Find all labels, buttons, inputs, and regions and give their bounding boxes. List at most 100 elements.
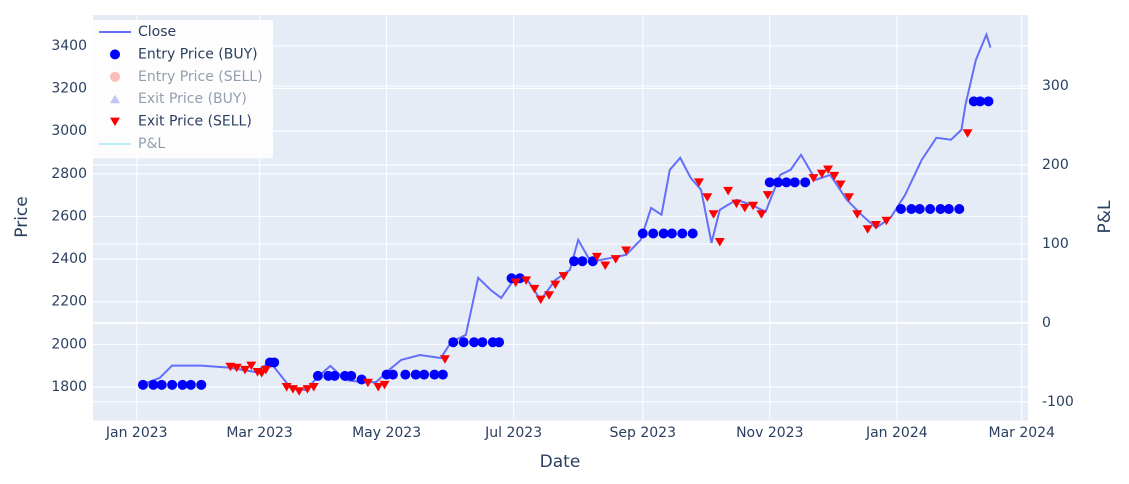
entry-marker	[687, 228, 698, 239]
exit-marker	[962, 129, 973, 138]
exit-marker	[748, 201, 759, 211]
entry-marker	[895, 203, 906, 214]
exit-marker	[693, 178, 704, 187]
exit-marker	[835, 180, 846, 189]
exit-marker	[281, 382, 292, 392]
exit-marker	[808, 174, 819, 183]
entry-marker	[914, 203, 925, 214]
exit-marker	[287, 385, 298, 394]
legend-label: Exit Price (BUY)	[138, 91, 247, 107]
exit-marker	[246, 361, 257, 371]
entry-marker	[356, 374, 367, 385]
exit-marker	[731, 199, 742, 209]
exit-marker	[302, 385, 313, 394]
y-tick-label: 2600	[51, 208, 87, 224]
entry-marker	[677, 228, 688, 239]
entry-marker	[185, 379, 196, 390]
entry-marker	[935, 203, 946, 214]
entry-marker	[312, 370, 323, 381]
entry-marker	[648, 228, 659, 239]
exit-marker	[379, 380, 390, 390]
entry-marker	[167, 379, 178, 390]
exit-marker	[708, 210, 719, 219]
legend-label: Close	[138, 24, 176, 40]
y-tick-label: 3400	[51, 38, 87, 54]
entry-marker	[400, 369, 411, 380]
exit-marker	[702, 193, 713, 202]
entry-marker	[387, 369, 398, 380]
entry-marker	[269, 357, 280, 368]
x-tick-label: Nov 2023	[736, 425, 803, 441]
exit-marker	[862, 225, 873, 234]
y2-tick-label: 0	[1042, 315, 1051, 331]
exit-marker	[231, 363, 242, 373]
x-tick-label: Sep 2023	[610, 425, 676, 441]
exit-marker	[510, 278, 521, 288]
legend-item[interactable]: Entry Price (BUY)	[110, 46, 258, 62]
exit-marker	[816, 169, 827, 179]
entry-marker	[148, 379, 159, 390]
exit-marker	[544, 291, 555, 300]
x-tick-label: Jan 2023	[105, 425, 168, 441]
y2-tick-label: -100	[1042, 394, 1074, 410]
entry-marker	[764, 177, 775, 188]
y2-tick-label: 300	[1042, 78, 1069, 94]
exit-marker	[535, 295, 546, 305]
y2-tick-label: 200	[1042, 157, 1069, 173]
entry-marker	[477, 337, 488, 348]
entry-marker	[137, 379, 148, 390]
exit-marker	[714, 238, 725, 247]
legend-symbol	[110, 117, 120, 127]
y-tick-label: 2400	[51, 251, 87, 267]
entry-marker	[943, 203, 954, 214]
exit-marker	[723, 186, 734, 196]
entry-marker	[666, 228, 677, 239]
legend-symbol	[110, 71, 120, 82]
x-tick-label: Mar 2024	[989, 425, 1056, 441]
entry-marker	[658, 228, 669, 239]
entry-marker	[494, 337, 505, 348]
legend-item[interactable]: Close	[99, 24, 176, 40]
exit-marker	[362, 378, 373, 388]
exit-marker	[852, 210, 863, 219]
entry-marker	[587, 256, 598, 267]
exit-marker	[439, 355, 450, 364]
x-tick-label: Jul 2023	[484, 425, 542, 441]
x-tick-label: May 2023	[352, 425, 421, 441]
exit-marker	[550, 280, 561, 290]
exit-marker	[621, 246, 632, 256]
entry-marker	[906, 203, 917, 214]
legend-symbol	[110, 94, 120, 104]
entry-marker	[975, 96, 986, 107]
legend-item[interactable]: Exit Price (BUY)	[110, 91, 247, 107]
exit-marker	[591, 252, 602, 262]
legend-item[interactable]: Entry Price (SELL)	[110, 69, 263, 85]
legend-label: Entry Price (BUY)	[138, 46, 258, 62]
exit-marker	[610, 255, 621, 264]
exit-marker	[823, 165, 834, 175]
legend-label: Exit Price (SELL)	[138, 114, 252, 130]
y2-axis-title: P&L	[1095, 200, 1115, 234]
exit-marker	[308, 382, 319, 392]
entry-marker	[983, 96, 994, 107]
entry-marker	[781, 177, 792, 188]
exit-marker	[600, 261, 611, 270]
exit-marker	[870, 220, 881, 230]
exit-marker	[521, 276, 532, 285]
entry-marker	[458, 337, 469, 348]
x-tick-label: Jan 2024	[865, 425, 928, 441]
legend-item[interactable]: P&L	[99, 136, 165, 152]
exit-marker	[843, 193, 854, 202]
entry-marker	[773, 177, 784, 188]
legend-item[interactable]: Exit Price (SELL)	[110, 114, 252, 130]
entry-marker	[448, 337, 459, 348]
exit-marker	[756, 210, 767, 219]
y-tick-label: 2000	[51, 336, 87, 352]
x-tick-label: Mar 2023	[226, 425, 293, 441]
entry-marker	[410, 369, 421, 380]
legend-box	[93, 20, 273, 159]
y-tick-label: 2800	[51, 166, 87, 182]
y-axis-title: Price	[12, 196, 32, 237]
exit-marker	[373, 382, 384, 392]
